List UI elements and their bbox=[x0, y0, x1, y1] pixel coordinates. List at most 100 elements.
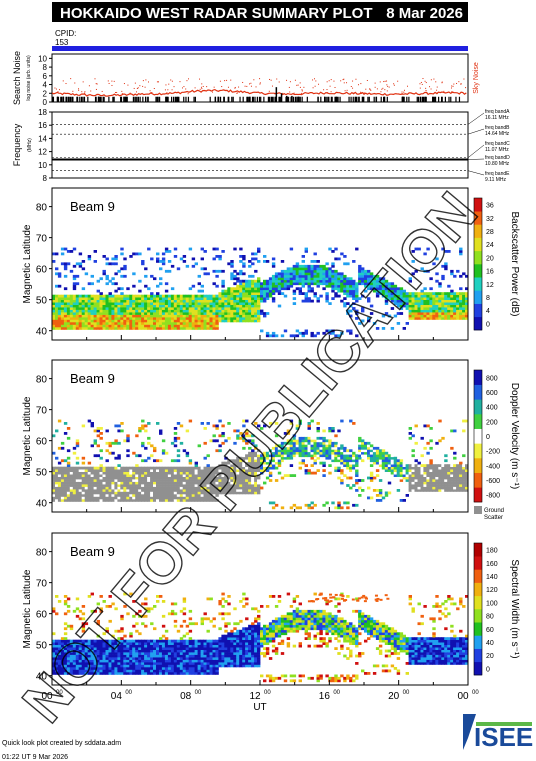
heatmap-cell bbox=[411, 309, 415, 313]
heatmap-cell bbox=[90, 299, 94, 303]
heatmap-cell bbox=[215, 469, 219, 472]
heatmap-cell bbox=[268, 471, 273, 475]
heatmap-cell bbox=[423, 489, 427, 492]
heatmap-cell bbox=[408, 309, 412, 313]
heatmap-cell bbox=[420, 489, 424, 492]
heatmap-cell bbox=[117, 322, 121, 325]
heatmap-cell bbox=[93, 307, 97, 310]
heatmap-cell bbox=[52, 494, 56, 497]
heatmap-cell bbox=[63, 612, 68, 616]
heatmap-cell bbox=[72, 642, 77, 645]
sky-noise-dot bbox=[419, 87, 421, 89]
heatmap-cell bbox=[164, 294, 169, 298]
sky-noise-dot bbox=[101, 90, 103, 92]
heatmap-cell bbox=[105, 471, 109, 475]
sky-noise-dot bbox=[360, 83, 362, 85]
heatmap-cell bbox=[206, 309, 210, 313]
heatmap-cell bbox=[84, 324, 89, 328]
sky-noise-dot bbox=[429, 86, 431, 88]
sky-noise-dot bbox=[374, 86, 376, 88]
heatmap-cell bbox=[60, 479, 65, 482]
heatmap-cell bbox=[271, 449, 276, 453]
sky-noise-dot bbox=[221, 86, 223, 88]
lat-ytick-label: 80 bbox=[36, 375, 48, 386]
heatmap-cell bbox=[292, 474, 297, 477]
heatmap-cell bbox=[260, 289, 264, 293]
heatmap-cell bbox=[191, 474, 196, 477]
heatmap-cell bbox=[286, 454, 291, 458]
heatmap-cell bbox=[381, 327, 386, 330]
heatmap-cell bbox=[280, 441, 285, 445]
freq-ytick-label: 8 bbox=[43, 174, 48, 183]
heatmap-cell bbox=[402, 471, 406, 475]
heatmap-cell bbox=[129, 486, 133, 490]
heatmap-cell bbox=[206, 481, 210, 485]
heatmap-cell bbox=[206, 297, 210, 300]
heatmap-cell bbox=[179, 307, 184, 310]
search-noise-tick bbox=[218, 96, 220, 102]
heatmap-cell bbox=[429, 427, 433, 430]
heatmap-cell bbox=[242, 317, 246, 320]
sky-noise-dot bbox=[268, 90, 270, 92]
heatmap-cell bbox=[257, 299, 261, 303]
heatmap-cell bbox=[120, 422, 124, 425]
heatmap-cell bbox=[52, 607, 56, 611]
heatmap-cell bbox=[87, 469, 92, 472]
heatmap-cell bbox=[156, 486, 160, 490]
heatmap-cell bbox=[405, 292, 409, 295]
heatmap-cell bbox=[141, 260, 145, 263]
heatmap-cell bbox=[132, 486, 136, 490]
heatmap-cell bbox=[245, 297, 249, 300]
heatmap-cell bbox=[295, 272, 300, 276]
heatmap-cell bbox=[99, 484, 103, 487]
heatmap-cell bbox=[221, 292, 225, 295]
heatmap-cell bbox=[141, 466, 145, 470]
heatmap-cell bbox=[426, 466, 430, 470]
heatmap-cell bbox=[271, 446, 276, 450]
heatmap-cell bbox=[233, 466, 237, 470]
heatmap-cell bbox=[69, 474, 74, 477]
heatmap-cell bbox=[75, 607, 80, 611]
heatmap-cell bbox=[361, 459, 365, 463]
heatmap-cell bbox=[105, 282, 109, 286]
heatmap-cell bbox=[369, 479, 374, 482]
heatmap-cell bbox=[402, 499, 406, 502]
heatmap-cell bbox=[182, 322, 187, 325]
heatmap-cell bbox=[93, 654, 97, 658]
heatmap-cell bbox=[307, 424, 311, 428]
heatmap-cell bbox=[444, 299, 448, 303]
heatmap-cell bbox=[108, 292, 112, 295]
heatmap-cell bbox=[197, 322, 201, 325]
heatmap-cell bbox=[185, 307, 190, 310]
colorbar-tick-label: 600 bbox=[486, 390, 498, 397]
heatmap-cell bbox=[120, 299, 124, 303]
heatmap-cell bbox=[230, 471, 234, 475]
heatmap-cell bbox=[230, 486, 234, 490]
heatmap-cell bbox=[393, 459, 398, 463]
heatmap-cell bbox=[135, 479, 139, 482]
heatmap-cell bbox=[369, 449, 374, 453]
heatmap-cell bbox=[66, 299, 71, 303]
heatmap-cell bbox=[60, 317, 65, 320]
heatmap-cell bbox=[396, 489, 401, 492]
heatmap-cell bbox=[57, 491, 62, 495]
heatmap-cell bbox=[111, 327, 115, 330]
heatmap-cell bbox=[224, 309, 228, 313]
heatmap-cell bbox=[441, 476, 445, 480]
heatmap-cell bbox=[372, 454, 377, 458]
heatmap-cell bbox=[167, 304, 172, 308]
sky-noise-dot bbox=[253, 79, 255, 81]
heatmap-cell bbox=[144, 466, 148, 470]
heatmap-cell bbox=[352, 451, 356, 455]
heatmap-cell bbox=[343, 274, 347, 278]
heatmap-cell bbox=[369, 287, 374, 291]
heatmap-cell bbox=[57, 494, 62, 497]
heatmap-cell bbox=[364, 444, 368, 448]
heatmap-cell bbox=[105, 322, 109, 325]
heatmap-cell bbox=[102, 657, 106, 660]
heatmap-cell bbox=[280, 274, 285, 278]
heatmap-cell bbox=[316, 451, 320, 455]
heatmap-cell bbox=[438, 474, 442, 477]
search-noise-tick bbox=[271, 96, 273, 102]
heatmap-cell bbox=[78, 304, 83, 308]
